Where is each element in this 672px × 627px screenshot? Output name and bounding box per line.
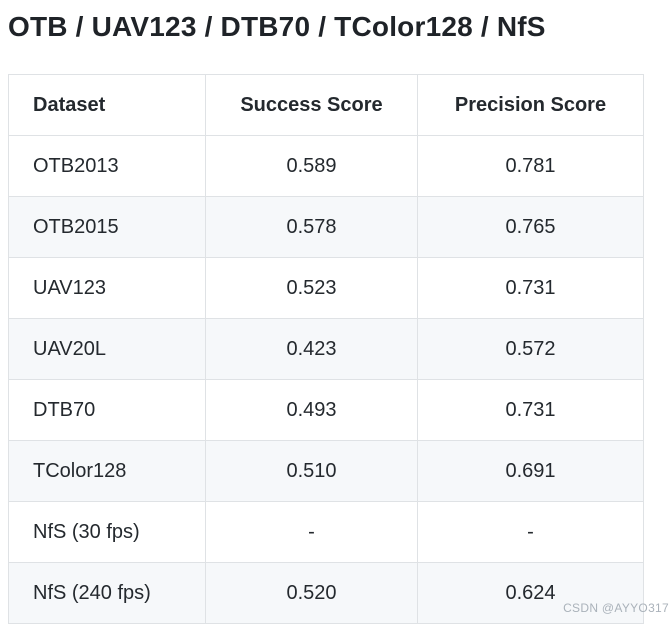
- table-header-row: Dataset Success Score Precision Score: [8, 74, 644, 136]
- cell-precision-score: 0.781: [417, 135, 644, 197]
- cell-dataset: DTB70: [8, 379, 206, 441]
- page-title: OTB / UAV123 / DTB70 / TColor128 / NfS: [8, 11, 546, 42]
- cell-precision-score: 0.624: [417, 562, 644, 624]
- cell-success-score: 0.423: [205, 318, 418, 380]
- column-header-dataset: Dataset: [8, 74, 206, 136]
- csdn-watermark: CSDN @AYYO317: [563, 601, 669, 615]
- table-row: UAV123 0.523 0.731: [8, 257, 644, 319]
- cell-success-score: 0.510: [205, 440, 418, 502]
- cell-precision-score: 0.765: [417, 196, 644, 258]
- cell-dataset: NfS (240 fps): [8, 562, 206, 624]
- table-row: UAV20L 0.423 0.572: [8, 318, 644, 380]
- cell-precision-score: 0.572: [417, 318, 644, 380]
- cell-dataset: TColor128: [8, 440, 206, 502]
- cell-success-score: 0.589: [205, 135, 418, 197]
- table-row: DTB70 0.493 0.731: [8, 379, 644, 441]
- table-row: NfS (30 fps) - -: [8, 501, 644, 563]
- table-row: TColor128 0.510 0.691: [8, 440, 644, 502]
- cell-success-score: 0.493: [205, 379, 418, 441]
- cell-dataset: OTB2015: [8, 196, 206, 258]
- table-row: OTB2013 0.589 0.781: [8, 135, 644, 197]
- cell-success-score: 0.578: [205, 196, 418, 258]
- column-header-precision-score: Precision Score: [417, 74, 644, 136]
- column-header-success-score: Success Score: [205, 74, 418, 136]
- cell-dataset: OTB2013: [8, 135, 206, 197]
- results-table: Dataset Success Score Precision Score OT…: [8, 74, 644, 624]
- cell-dataset: NfS (30 fps): [8, 501, 206, 563]
- cell-success-score: -: [205, 501, 418, 563]
- cell-success-score: 0.523: [205, 257, 418, 319]
- cell-precision-score: -: [417, 501, 644, 563]
- cell-success-score: 0.520: [205, 562, 418, 624]
- cell-precision-score: 0.731: [417, 257, 644, 319]
- cell-dataset: UAV20L: [8, 318, 206, 380]
- table-row: OTB2015 0.578 0.765: [8, 196, 644, 258]
- cell-dataset: UAV123: [8, 257, 206, 319]
- cell-precision-score: 0.731: [417, 379, 644, 441]
- table-row: NfS (240 fps) 0.520 0.624: [8, 562, 644, 624]
- cell-precision-score: 0.691: [417, 440, 644, 502]
